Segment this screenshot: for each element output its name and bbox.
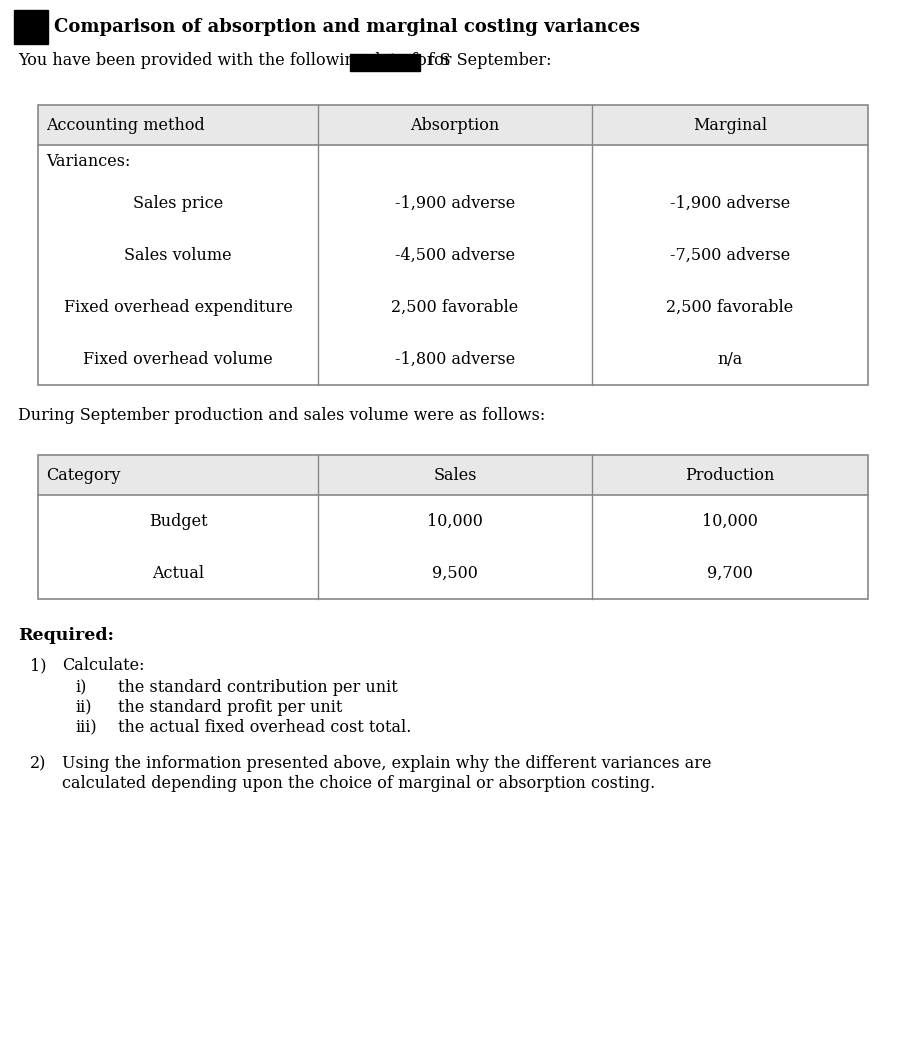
Bar <box>38 105 868 385</box>
Text: Using the information presented above, explain why the different variances are
c: Using the information presented above, e… <box>62 755 711 792</box>
Text: -1,800 adverse: -1,800 adverse <box>395 350 516 367</box>
Text: Sales price: Sales price <box>133 195 223 211</box>
Text: Calculate:: Calculate: <box>62 657 144 674</box>
Text: You have been provided with the following data for S: You have been provided with the followin… <box>18 52 450 69</box>
Text: Absorption: Absorption <box>410 116 499 134</box>
Text: Accounting method: Accounting method <box>46 116 205 134</box>
Text: 10,000: 10,000 <box>427 513 483 529</box>
Text: Fixed overhead volume: Fixed overhead volume <box>83 350 273 367</box>
Text: 10,000: 10,000 <box>702 513 758 529</box>
Text: 2,500 favorable: 2,500 favorable <box>667 298 794 316</box>
Text: Budget: Budget <box>149 513 207 529</box>
Text: Sales volume: Sales volume <box>124 247 232 264</box>
Text: Variances:: Variances: <box>46 153 130 169</box>
Bar <box>38 455 868 495</box>
Text: 9,500: 9,500 <box>432 565 478 582</box>
Text: -1,900 adverse: -1,900 adverse <box>670 195 790 211</box>
Text: Fixed overhead expenditure: Fixed overhead expenditure <box>63 298 293 316</box>
Text: the standard profit per unit: the standard profit per unit <box>118 699 342 717</box>
Text: Actual: Actual <box>152 565 204 582</box>
Text: iii): iii) <box>75 719 97 736</box>
Bar <box>14 10 48 44</box>
Text: Category: Category <box>46 467 120 483</box>
Text: -4,500 adverse: -4,500 adverse <box>395 247 516 264</box>
Bar <box>350 54 420 71</box>
Text: i): i) <box>75 679 86 696</box>
Text: the actual fixed overhead cost total.: the actual fixed overhead cost total. <box>118 719 411 736</box>
Text: Comparison of absorption and marginal costing variances: Comparison of absorption and marginal co… <box>54 18 640 36</box>
Text: Required:: Required: <box>18 627 114 644</box>
Text: the standard contribution per unit: the standard contribution per unit <box>118 679 398 696</box>
Text: Sales: Sales <box>433 467 477 483</box>
Text: Production: Production <box>685 467 775 483</box>
Text: 2): 2) <box>30 755 46 772</box>
Text: -1,900 adverse: -1,900 adverse <box>395 195 516 211</box>
Text: n/a: n/a <box>718 350 743 367</box>
Text: for September:: for September: <box>423 52 552 69</box>
Text: 2,500 favorable: 2,500 favorable <box>391 298 518 316</box>
Text: -7,500 adverse: -7,500 adverse <box>670 247 790 264</box>
Text: Marginal: Marginal <box>693 116 767 134</box>
Bar <box>38 105 868 145</box>
Text: 9,700: 9,700 <box>707 565 753 582</box>
Text: 1): 1) <box>30 657 46 674</box>
Text: ii): ii) <box>75 699 92 717</box>
Bar <box>38 455 868 599</box>
Text: During September production and sales volume were as follows:: During September production and sales vo… <box>18 407 545 424</box>
